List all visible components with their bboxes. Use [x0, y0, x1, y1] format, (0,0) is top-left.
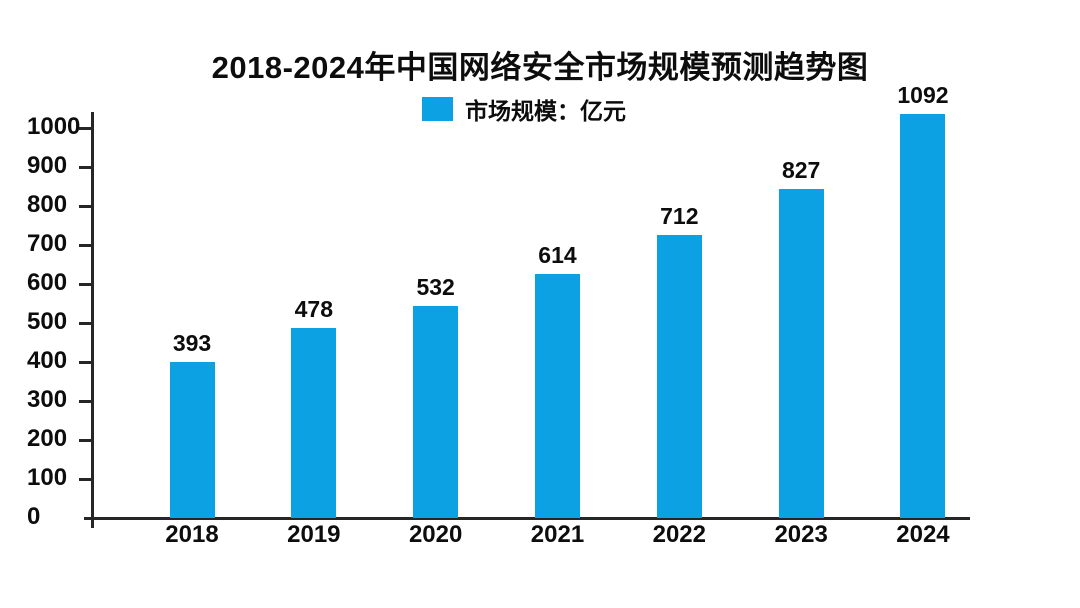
y-tick-mark [79, 438, 92, 442]
chart-title: 2018-2024年中国网络安全市场规模预测趋势图 [211, 50, 869, 85]
y-tick-label: 200 [27, 425, 68, 452]
y-tick-label: 600 [27, 269, 68, 296]
x-axis-label: 2023 [774, 521, 828, 548]
bar-2020 [413, 306, 459, 518]
bar-value-label: 478 [294, 296, 334, 322]
y-tick-mark [79, 126, 92, 130]
x-axis-label: 2024 [896, 521, 950, 548]
x-axis-label: 2021 [530, 521, 585, 548]
x-axis-label: 2020 [408, 521, 463, 548]
x-axis-label: 2019 [287, 521, 341, 548]
bar-2021 [534, 274, 580, 518]
x-axis-line [84, 517, 970, 520]
bar-value-label: 393 [172, 330, 212, 356]
x-axis-label: 2022 [652, 521, 706, 548]
y-tick-label: 300 [27, 386, 68, 413]
bar-value-label: 614 [538, 242, 577, 268]
bar-2024 [900, 114, 946, 518]
x-axis-label: 2018 [165, 521, 219, 548]
y-tick-label: 500 [27, 308, 68, 335]
bar-2022 [656, 235, 702, 518]
y-tick-mark [79, 399, 92, 403]
legend-label: 市场规模：亿元 [465, 98, 626, 124]
bar-value-label: 712 [660, 203, 699, 229]
y-tick-mark [79, 204, 92, 208]
y-tick-mark [79, 165, 92, 169]
y-tick-label: 700 [27, 230, 68, 257]
y-tick-label: 900 [27, 152, 68, 179]
bar-value-label: 532 [416, 274, 455, 300]
y-tick-label: 800 [27, 191, 68, 218]
y-tick-mark [79, 243, 92, 247]
y-tick-mark [79, 282, 92, 286]
legend: 市场规模：亿元 [422, 95, 626, 124]
y-tick-label: 0 [27, 503, 41, 530]
y-tick-label: 400 [27, 347, 68, 374]
y-tick-label: 100 [27, 464, 68, 491]
legend-swatch-icon [422, 97, 453, 121]
y-tick-mark [79, 321, 92, 325]
bar-2018 [169, 362, 215, 518]
bar-value-label: 827 [781, 157, 821, 183]
bar-value-label: 1092 [897, 82, 949, 108]
y-tick-label: 1000 [27, 113, 81, 140]
bar-2019 [291, 328, 337, 518]
y-tick-mark [79, 360, 92, 364]
y-tick-mark [79, 477, 92, 481]
y-axis-line [91, 112, 94, 528]
bar-2023 [778, 189, 824, 518]
